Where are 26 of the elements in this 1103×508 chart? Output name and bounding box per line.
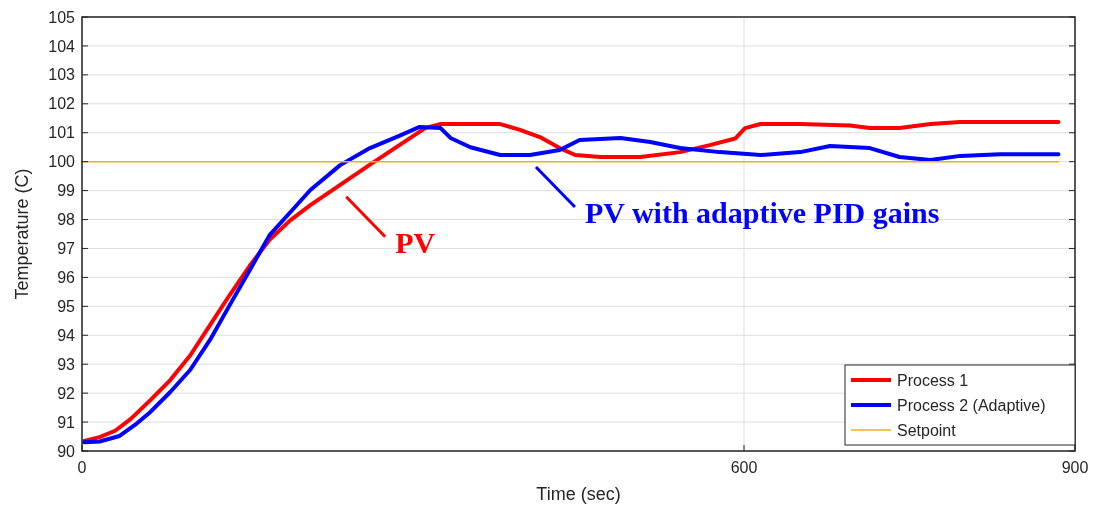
legend-label: Process 1 (897, 371, 969, 389)
y-tick-label: 105 (48, 8, 76, 26)
x-tick-label: 0 (77, 459, 87, 476)
x-tick-label: 600 (730, 459, 758, 476)
y-tick-label: 95 (57, 297, 76, 315)
x-tick-label: 900 (1061, 459, 1089, 476)
y-tick-label: 97 (57, 240, 76, 258)
y-tick-label: 90 (57, 442, 76, 460)
annotation: PV with adaptive PID gains (584, 196, 940, 230)
y-tick-label: 99 (57, 182, 76, 200)
legend-label: Setpoint (897, 421, 957, 439)
y-tick-label: 96 (57, 269, 76, 286)
y-tick-label: 102 (48, 95, 76, 113)
annotation: PV (395, 225, 436, 259)
y-tick-label: 101 (48, 124, 76, 142)
y-axis-title: Temperature (C) (12, 168, 32, 300)
y-tick-label: 104 (48, 37, 76, 55)
y-tick-label: 91 (57, 413, 76, 431)
y-tick-label: 94 (57, 326, 76, 344)
x-axis-title: Time (sec) (536, 484, 621, 504)
y-tick-label: 98 (57, 211, 76, 229)
legend-label: Process 2 (Adaptive) (897, 396, 1046, 414)
y-tick-label: 93 (57, 355, 76, 373)
y-tick-label: 100 (48, 153, 76, 171)
y-tick-label: 92 (57, 384, 76, 402)
y-tick-label: 103 (48, 66, 76, 84)
